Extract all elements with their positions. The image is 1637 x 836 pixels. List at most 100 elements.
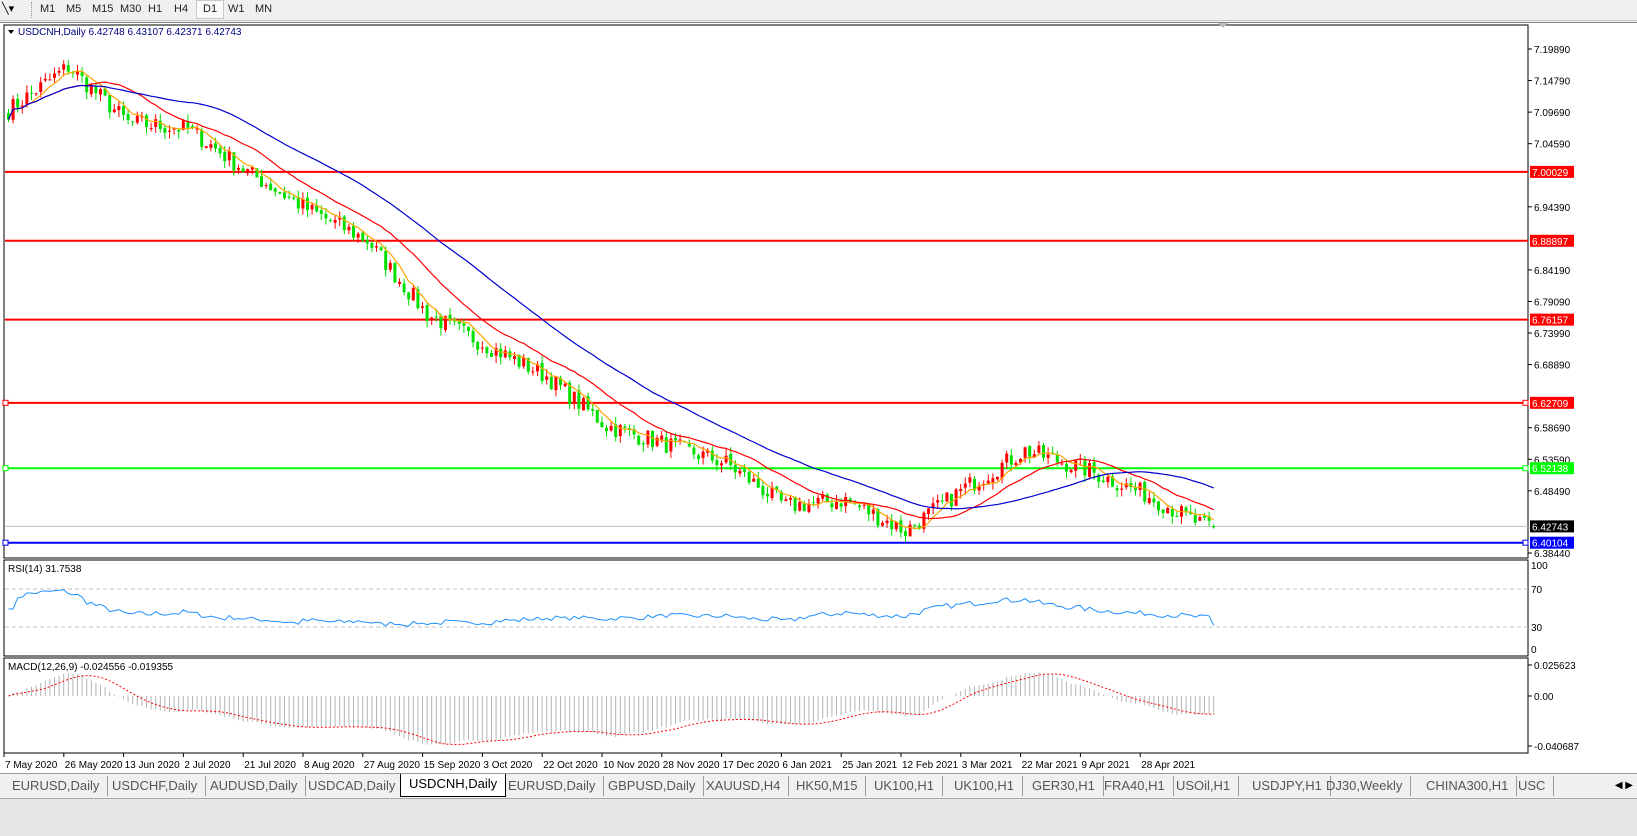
candle-body — [89, 84, 93, 95]
candle-body — [393, 263, 397, 283]
candle — [945, 492, 949, 503]
candle — [591, 403, 595, 417]
candle — [375, 241, 378, 252]
chart-tab[interactable]: USDCHF,Daily — [104, 776, 207, 796]
candle-body — [766, 493, 769, 497]
candle-body — [112, 109, 116, 113]
candle — [1046, 447, 1050, 465]
chart-tab[interactable]: EURUSD,Daily — [4, 776, 109, 796]
chart-tab[interactable]: AUDUSD,Daily — [202, 776, 307, 796]
scroll-arrows-icon[interactable]: ◀ ▶ — [1614, 780, 1633, 791]
candle-body — [632, 429, 636, 435]
candle — [62, 60, 66, 77]
candle — [761, 481, 765, 500]
candle — [802, 500, 806, 512]
candle-body — [30, 92, 33, 94]
toolbar-grip[interactable] — [31, 2, 35, 18]
candle — [816, 494, 820, 509]
candle-body — [223, 151, 227, 162]
level-handle[interactable] — [1522, 465, 1529, 472]
candle-body — [352, 225, 355, 238]
candle — [250, 165, 254, 175]
candle — [623, 423, 627, 433]
timeframe-h1[interactable]: H1 — [148, 3, 163, 15]
candle-body — [494, 347, 498, 356]
candle-body — [775, 486, 779, 491]
candle-body — [53, 73, 56, 78]
chart-tab[interactable]: DJ30,Weekly — [1318, 776, 1412, 796]
timeframe-mn[interactable]: MN — [255, 3, 273, 15]
chart-tab[interactable]: GER30,H1 — [1024, 776, 1104, 796]
candle-body — [430, 317, 434, 321]
candle-body — [904, 531, 907, 536]
candle — [402, 278, 406, 296]
candle-body — [517, 354, 521, 367]
candle — [600, 416, 604, 428]
chart-tab[interactable]: UK100,H1 — [866, 776, 943, 796]
candle-body — [407, 292, 411, 300]
timeframe-m30[interactable]: M30 — [120, 3, 142, 15]
chart-window[interactable]: 7.19890 7.14790 7.09690 7.04590 6.94390 6.841… — [0, 22, 1637, 773]
chart-tab[interactable]: GBPUSD,Daily — [600, 776, 705, 796]
candle — [57, 67, 61, 76]
chart-tab[interactable]: USC — [1510, 776, 1555, 796]
chart-tab[interactable]: UK100,H1 — [946, 776, 1023, 796]
timeframe-m1[interactable]: M1 — [40, 3, 56, 15]
candle-body — [375, 246, 378, 248]
candle — [517, 354, 521, 370]
candle — [922, 511, 926, 533]
candle — [296, 190, 300, 214]
candle — [1143, 480, 1147, 505]
candle-body — [1028, 445, 1032, 457]
candle-body — [283, 192, 286, 199]
collapse-triangle-icon[interactable] — [8, 30, 14, 34]
candle — [200, 127, 204, 151]
chart-tab[interactable]: EURUSD,Daily — [500, 776, 605, 796]
candle-body — [890, 520, 894, 530]
candle-body — [462, 323, 466, 326]
chart-tab[interactable]: USOil,H1 — [1168, 776, 1240, 796]
candle-body — [968, 477, 972, 483]
candle-body — [1157, 501, 1160, 511]
chart-tab[interactable]: USDJPY,H1 — [1244, 776, 1331, 796]
timeframe-m15[interactable]: M15 — [92, 3, 114, 15]
candle — [1111, 474, 1114, 488]
candle-body — [384, 250, 388, 271]
timeframe-h4[interactable]: H4 — [174, 3, 189, 15]
candle-body — [609, 426, 613, 431]
candle-body — [582, 398, 585, 411]
level-handle[interactable] — [1522, 399, 1529, 406]
candle — [752, 474, 756, 482]
candle — [936, 494, 940, 509]
candle-body — [444, 316, 447, 330]
price-axis-label: 6.73990 — [1534, 329, 1571, 340]
chart-tab[interactable]: FRA40,H1 — [1096, 776, 1174, 796]
level-handle[interactable] — [2, 465, 9, 472]
candle — [835, 494, 838, 510]
candle-body — [1009, 455, 1013, 465]
level-handle[interactable] — [2, 539, 9, 546]
level-handle[interactable] — [2, 399, 9, 406]
candle-body — [595, 409, 599, 423]
candle-body — [347, 226, 351, 231]
timeframe-m5[interactable]: M5 — [66, 3, 82, 15]
candle — [862, 503, 866, 510]
candle-body — [269, 183, 273, 191]
time-axis-label: 3 Oct 2020 — [483, 760, 532, 771]
timeframe-w1[interactable]: W1 — [228, 3, 245, 15]
candle — [16, 93, 20, 113]
timeframe-d1[interactable]: D1 — [196, 0, 225, 19]
line-studies-icon[interactable]: ╲▾ — [2, 3, 15, 15]
chart-tab[interactable]: USDCNH,Daily — [400, 774, 507, 797]
candle-body — [991, 478, 995, 483]
candle-body — [996, 476, 999, 480]
candle-body — [131, 121, 135, 123]
chart-tab[interactable]: USDCAD,Daily — [300, 776, 405, 796]
chart-tab[interactable]: XAUUSD,H4 — [698, 776, 790, 796]
macd-signal-line — [8, 673, 1214, 745]
chart-tab[interactable]: CHINA300,H1 — [1418, 776, 1518, 796]
level-handle[interactable] — [1522, 539, 1529, 546]
chart-tab[interactable]: HK50,M15 — [788, 776, 867, 796]
candle — [1069, 468, 1073, 474]
chart-canvas[interactable]: 7.19890 7.14790 7.09690 7.04590 6.94390 6.841… — [0, 23, 1637, 773]
